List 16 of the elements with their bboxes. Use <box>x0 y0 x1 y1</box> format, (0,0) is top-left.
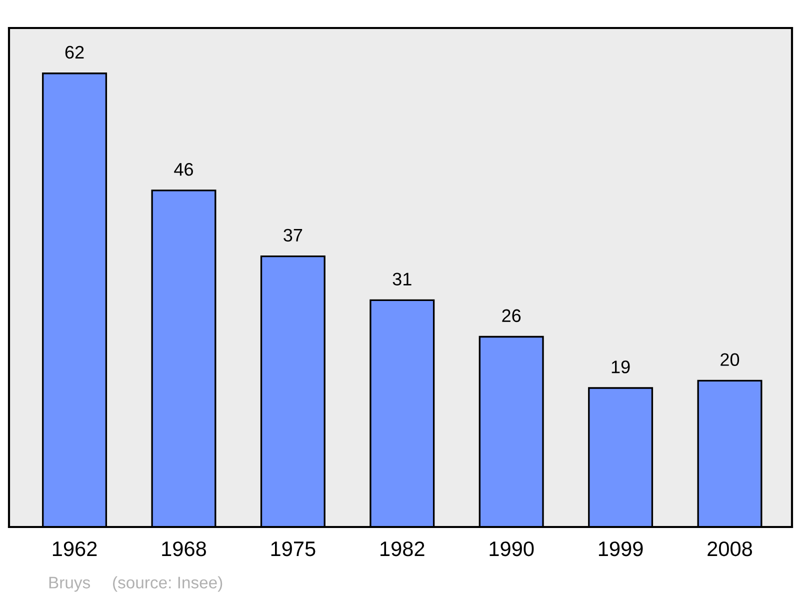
x-tick-label: 1975 <box>271 541 316 556</box>
x-tick-label: 1962 <box>52 541 97 556</box>
x-tick-label: 1990 <box>490 541 534 556</box>
data-label: 19 <box>612 360 630 374</box>
data-label: 20 <box>720 353 740 366</box>
text: Bruys <box>49 576 90 592</box>
data-label: 62 <box>65 46 84 59</box>
x-tick-label: 1982 <box>380 541 424 556</box>
data-label: 31 <box>392 272 412 286</box>
data-label: 26 <box>502 309 521 322</box>
text: (source: Insee) <box>113 576 222 592</box>
x-tick-label: 2008 <box>708 541 752 556</box>
x-tick-label: 1999 <box>598 541 643 556</box>
data-label: 46 <box>174 162 193 176</box>
x-tick-label: 1968 <box>162 541 206 556</box>
data-label: 37 <box>284 228 302 242</box>
